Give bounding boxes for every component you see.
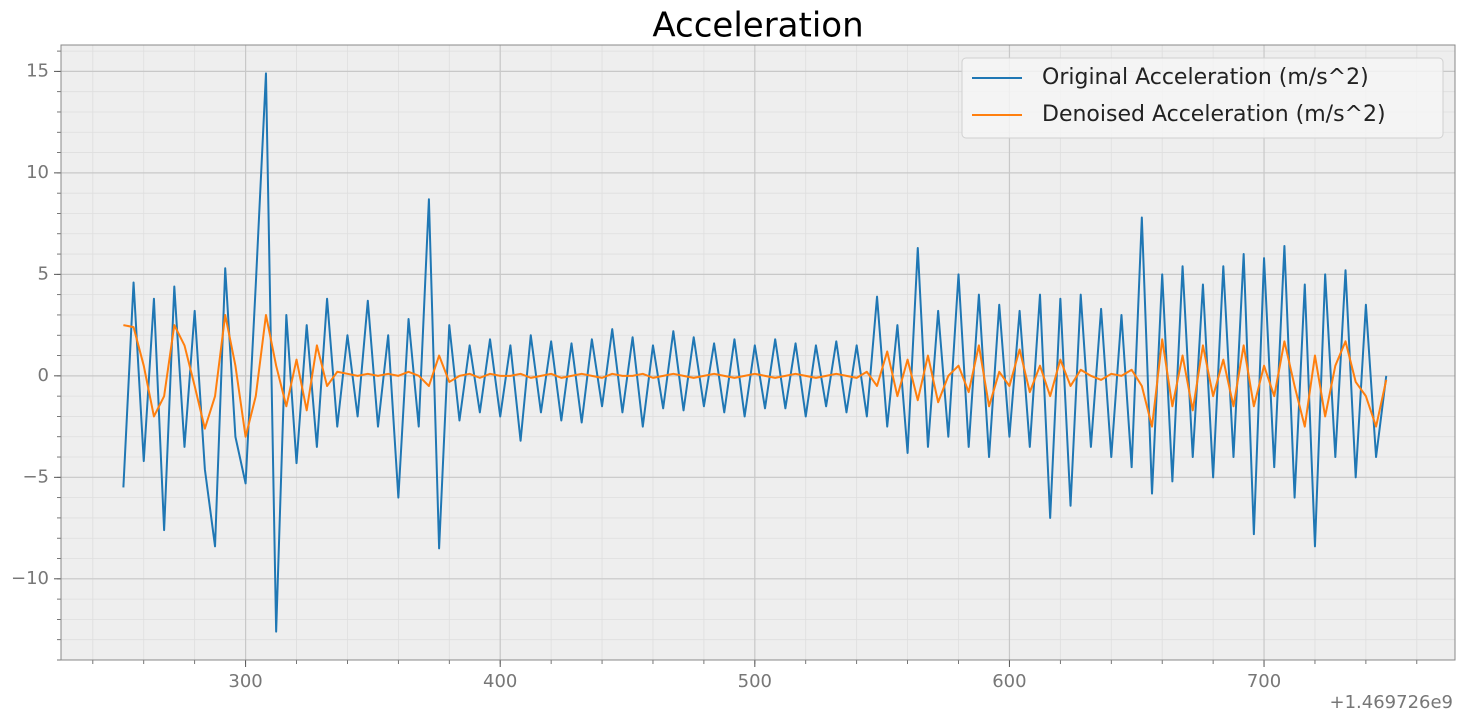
x-tick-label: 700 bbox=[1247, 671, 1281, 692]
legend-label: Original Acceleration (m/s^2) bbox=[1042, 65, 1369, 90]
y-tick-label: 0 bbox=[38, 365, 49, 386]
y-tick-label: −10 bbox=[11, 568, 49, 589]
axes: 300 400 500 600 700 −10 −5 0 5 10 15 bbox=[11, 44, 1456, 692]
x-tick-label: 300 bbox=[228, 671, 262, 692]
x-offset-label: +1.469726e9 bbox=[1330, 692, 1454, 713]
x-tick-label: 400 bbox=[483, 671, 517, 692]
y-tick-label: 15 bbox=[26, 60, 49, 81]
y-tick-label: −5 bbox=[22, 466, 49, 487]
legend: Original Acceleration (m/s^2) Denoised Ac… bbox=[961, 57, 1444, 139]
plot-frame bbox=[60, 44, 1456, 661]
y-tick-label: 10 bbox=[26, 162, 49, 183]
chart-title: Acceleration bbox=[652, 6, 863, 46]
legend-box bbox=[961, 57, 1444, 139]
lines bbox=[122, 72, 1388, 633]
series-line bbox=[122, 72, 1388, 633]
y-tick-label: 5 bbox=[38, 263, 49, 284]
plot-area bbox=[61, 45, 1455, 660]
legend-label: Denoised Acceleration (m/s^2) bbox=[1042, 102, 1386, 127]
x-tick-label: 600 bbox=[992, 671, 1026, 692]
grid bbox=[61, 45, 1455, 661]
series-line bbox=[123, 313, 1388, 438]
x-tick-label: 500 bbox=[738, 671, 772, 692]
